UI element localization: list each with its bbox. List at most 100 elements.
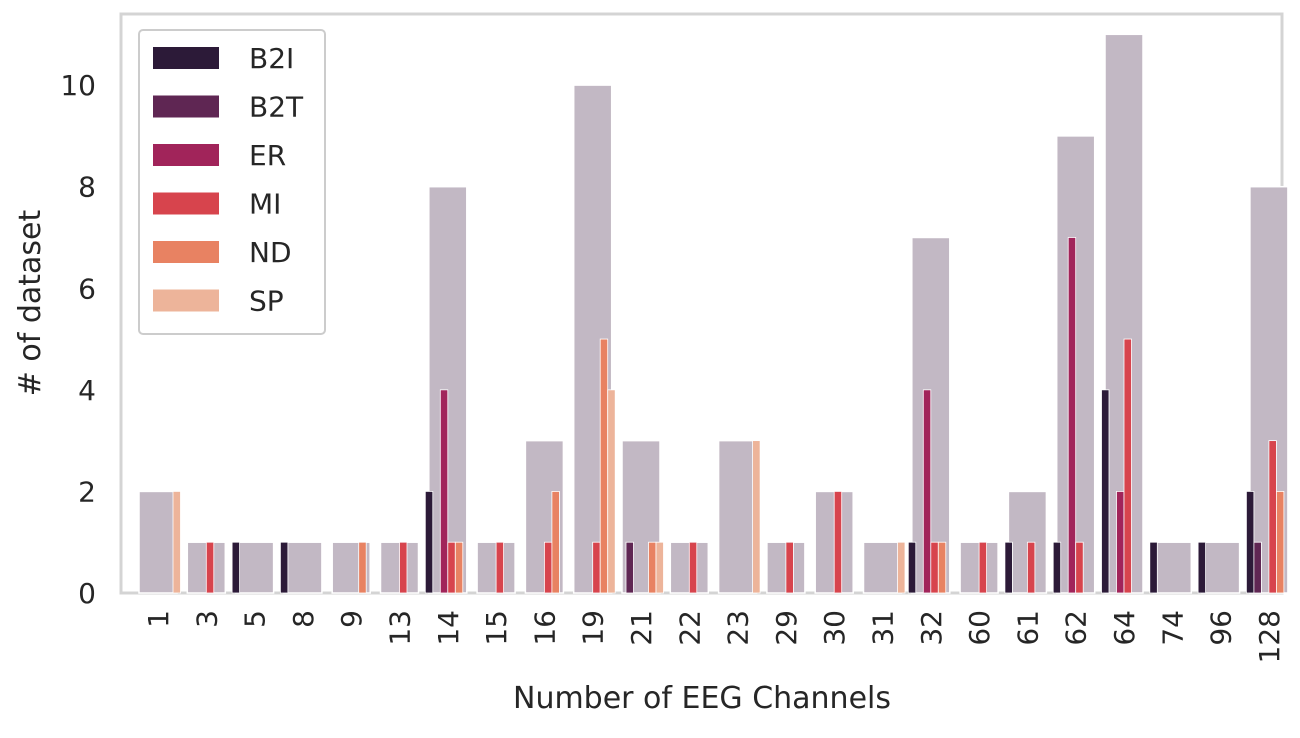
x-tick-label: 29 <box>770 610 803 646</box>
y-tick-label: 4 <box>78 374 96 407</box>
x-tick-label: 1 <box>142 610 175 628</box>
x-tick-label: 96 <box>1205 610 1238 646</box>
legend-box <box>138 29 326 335</box>
legend-label-nd: ND <box>249 236 292 269</box>
bar-b2i-8 <box>279 541 289 594</box>
bar-mi-128 <box>1268 440 1277 594</box>
total-bar-31 <box>862 541 903 594</box>
y-ticks: 0 2 4 6 8 10 <box>60 69 96 610</box>
x-tick-label: 14 <box>432 610 465 646</box>
bar-nd-9 <box>358 541 367 594</box>
x-tick-label: 15 <box>480 610 513 646</box>
legend-label-sp: SP <box>249 285 284 318</box>
legend-swatch-mi <box>153 192 219 215</box>
bars-layer <box>138 33 1289 594</box>
x-tick-label: 32 <box>915 610 948 646</box>
y-tick-label: 2 <box>78 475 96 508</box>
x-tick-label: 3 <box>190 610 223 628</box>
x-tick-label: 13 <box>384 610 417 646</box>
bar-er-62 <box>1067 237 1077 594</box>
bar-mi-29 <box>785 541 794 594</box>
x-tick-label: 5 <box>239 610 272 628</box>
bar-b2i-128 <box>1246 491 1255 594</box>
bar-er-32 <box>922 389 932 594</box>
bar-sp-31 <box>897 541 906 594</box>
total-bar-23 <box>717 439 758 594</box>
bar-b2i-62 <box>1052 541 1062 594</box>
y-axis-label: # of dataset <box>13 209 48 396</box>
legend-swatch-er <box>153 144 219 166</box>
x-tick-label: 22 <box>673 610 706 646</box>
bar-nd-16 <box>551 491 560 594</box>
x-tick-label: 19 <box>577 610 610 646</box>
y-tick-label: 6 <box>78 272 96 305</box>
x-tick-label: 31 <box>867 610 900 646</box>
y-tick-label: 0 <box>78 577 96 610</box>
bar-b2t-21 <box>625 541 634 594</box>
x-tick-label: 21 <box>625 610 658 646</box>
legend-swatch-sp <box>153 289 219 312</box>
x-ticks: 1 3 5 8 9 13 14 15 16 19 21 22 23 29 30 31 32 60 61 62 64 74 9… <box>142 610 1286 663</box>
legend-label-er: ER <box>249 139 286 172</box>
bar-mi-60 <box>978 541 987 594</box>
x-axis-label: Number of EEG Channels <box>513 681 891 716</box>
bar-er-64 <box>1116 491 1125 594</box>
bar-mi-64 <box>1123 338 1132 594</box>
bar-nd-128 <box>1276 491 1285 594</box>
bar-sp-1 <box>172 491 181 594</box>
y-tick-label: 10 <box>60 69 96 102</box>
legend-label-b2i: B2I <box>249 42 294 75</box>
x-tick-label: 23 <box>722 610 755 646</box>
x-tick-label: 60 <box>963 610 996 646</box>
bar-mi-61 <box>1027 541 1036 594</box>
x-tick-label: 30 <box>818 610 851 646</box>
bar-b2i-14 <box>424 491 434 594</box>
bar-mi-19 <box>592 541 601 594</box>
bar-mi-14 <box>447 541 456 594</box>
total-bar-74 <box>1152 541 1193 594</box>
legend-swatch-b2i <box>153 47 219 69</box>
bar-b2i-96 <box>1197 541 1206 594</box>
bar-nd-21 <box>648 541 657 594</box>
bar-sp-21 <box>655 541 664 594</box>
bar-mi-62 <box>1075 541 1084 594</box>
bar-mi-22 <box>688 541 698 594</box>
bar-mi-13 <box>399 541 408 594</box>
legend: B2I B2T ER MI ND SP <box>138 29 326 335</box>
x-tick-label: 16 <box>528 610 561 646</box>
x-tick-label: 61 <box>1011 610 1044 646</box>
bar-mi-32 <box>930 541 939 594</box>
total-bar-96 <box>1200 541 1241 594</box>
x-tick-label: 8 <box>287 610 320 628</box>
x-tick-label: 74 <box>1156 610 1189 646</box>
bar-mi-15 <box>495 541 505 594</box>
legend-swatch-nd <box>153 241 219 263</box>
x-tick-label: 62 <box>1060 610 1093 646</box>
legend-label-mi: MI <box>249 188 281 221</box>
x-tick-label: 9 <box>335 610 368 628</box>
bar-nd-19 <box>599 338 609 594</box>
x-tick-label: 64 <box>1108 610 1141 646</box>
bar-sp-19 <box>607 389 616 594</box>
legend-label-b2t: B2T <box>249 91 304 124</box>
bar-er-14 <box>439 389 449 594</box>
bar-b2i-32 <box>907 541 917 594</box>
bar-b2i-64 <box>1101 389 1110 594</box>
bar-b2t-128 <box>1253 541 1262 594</box>
total-bar-8 <box>283 541 323 594</box>
x-tick-label: 128 <box>1253 610 1286 663</box>
bar-sp-23 <box>752 440 761 594</box>
bar-nd-14 <box>454 541 464 594</box>
bar-b2i-5 <box>231 541 241 594</box>
bar-b2i-74 <box>1149 541 1158 594</box>
bar-mi-3 <box>205 541 215 594</box>
total-bar-1 <box>138 490 178 594</box>
legend-swatch-b2t <box>153 95 219 118</box>
bar-mi-30 <box>833 491 843 594</box>
bar-b2i-61 <box>1004 541 1013 594</box>
y-tick-label: 8 <box>78 171 96 204</box>
bar-nd-32 <box>937 541 947 594</box>
total-bar-5 <box>234 541 275 594</box>
